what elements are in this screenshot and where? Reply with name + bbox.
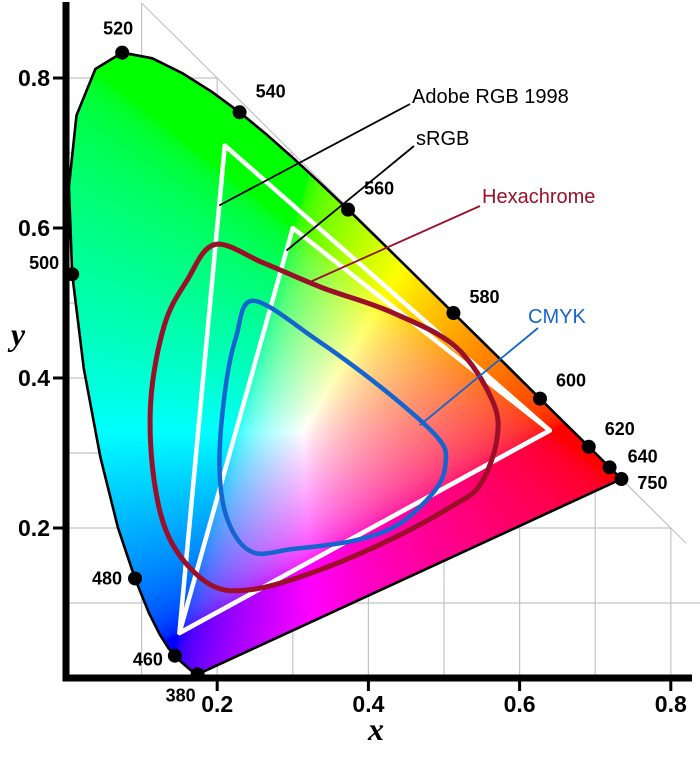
wavelength-label-600: 600	[556, 371, 586, 391]
wavelength-dot-750	[614, 472, 629, 487]
gamut-hexachrome	[147, 241, 501, 594]
spectral-locus-outline	[67, 51, 623, 676]
leader-line-cmyk	[419, 327, 539, 426]
leader-line-hexachrome	[311, 205, 481, 283]
y-tick-label: 0.2	[18, 515, 50, 541]
gamut-cmyk	[217, 298, 449, 557]
axes: 0.2 0.4 0.6 0.8 0.2 0.4 0.6 0.8 x y	[7, 2, 692, 747]
x-tick-label: 0.4	[352, 691, 384, 717]
wavelength-dot-560	[341, 202, 356, 217]
wavelength-dot-600	[533, 391, 548, 406]
wavelength-label-640: 640	[628, 446, 658, 466]
wavelength-label-520: 520	[103, 19, 133, 39]
wavelength-dot-540	[232, 105, 247, 120]
wavelength-label-540: 540	[256, 81, 286, 101]
gamut-outlines	[147, 143, 553, 636]
x-tick-label: 0.6	[504, 691, 536, 717]
leader-line-srgb	[285, 145, 415, 252]
annotation-cmyk: CMYK	[528, 306, 586, 328]
wavelength-label-460: 460	[133, 650, 163, 670]
annotation-srgb: sRGB	[416, 128, 470, 150]
wavelength-label-560: 560	[364, 179, 394, 199]
annotation-leader-lines	[218, 103, 539, 426]
wavelength-dot-580	[446, 306, 461, 321]
wavelength-dot-520	[115, 45, 130, 60]
y-tick-label: 0.6	[18, 215, 50, 241]
wavelength-dot-620	[581, 439, 596, 454]
wavelength-label-480: 480	[92, 568, 122, 588]
y-tick-label: 0.4	[18, 365, 50, 391]
annotation-hexachrome: Hexachrome	[482, 186, 596, 208]
wavelength-label-380: 380	[166, 685, 196, 705]
wavelength-dot-460	[167, 648, 182, 663]
wavelength-label-750: 750	[637, 473, 667, 493]
wavelength-dot-640	[602, 460, 617, 475]
x-tick-label: 0.2	[201, 691, 233, 717]
wavelength-label-500: 500	[29, 253, 59, 273]
wavelength-label-620: 620	[605, 419, 635, 439]
gamut-srgb	[177, 225, 553, 636]
wavelength-label-580: 580	[469, 287, 499, 307]
x-axis-title: x	[367, 711, 384, 747]
leader-line-adobe	[218, 103, 411, 207]
y-axis-title: y	[7, 316, 26, 352]
x-tick-label: 0.8	[655, 691, 687, 717]
y-tick-label: 0.8	[18, 65, 50, 91]
annotation-adobe-rgb-1998: Adobe RGB 1998	[412, 86, 569, 108]
wavelength-dot-480	[128, 571, 143, 586]
